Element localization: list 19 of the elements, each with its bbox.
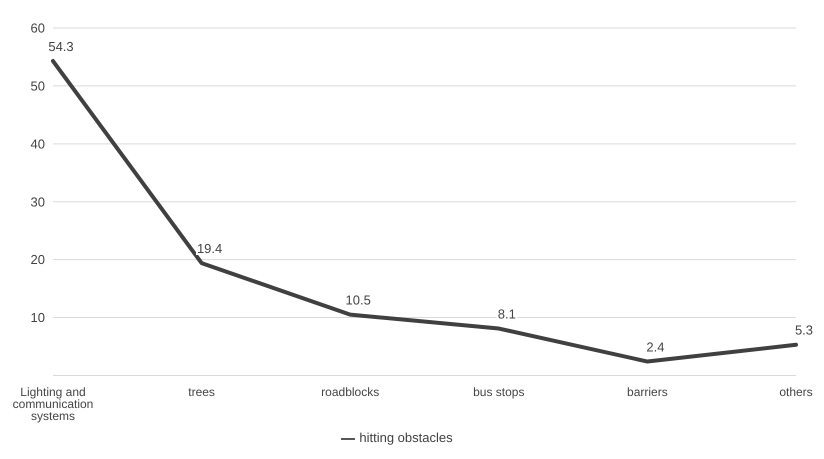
x-tick-label: Lighting and communication systems bbox=[12, 384, 94, 423]
x-tick-label: others bbox=[779, 384, 813, 399]
y-tick-label: 60 bbox=[30, 20, 45, 36]
data-label: 10.5 bbox=[346, 292, 371, 308]
x-tick-label: barriers bbox=[627, 384, 668, 399]
y-tick-label: 20 bbox=[30, 252, 45, 268]
legend-label: hitting obstacles bbox=[359, 430, 453, 446]
y-tick-label: 40 bbox=[30, 136, 45, 152]
x-tick-label: trees bbox=[188, 384, 215, 399]
data-label: 54.3 bbox=[48, 39, 74, 54]
data-label: 19.4 bbox=[196, 241, 222, 256]
y-tick-label: 10 bbox=[30, 310, 45, 326]
y-tick-label: 30 bbox=[30, 194, 45, 210]
y-tick-label: 50 bbox=[30, 78, 45, 94]
data-label: 5.3 bbox=[794, 322, 814, 338]
x-tick-label: bus stops bbox=[473, 384, 524, 399]
data-label: 2.4 bbox=[646, 340, 664, 355]
data-label: 8.1 bbox=[498, 306, 516, 322]
x-tick-label: roadblocks bbox=[321, 384, 380, 399]
